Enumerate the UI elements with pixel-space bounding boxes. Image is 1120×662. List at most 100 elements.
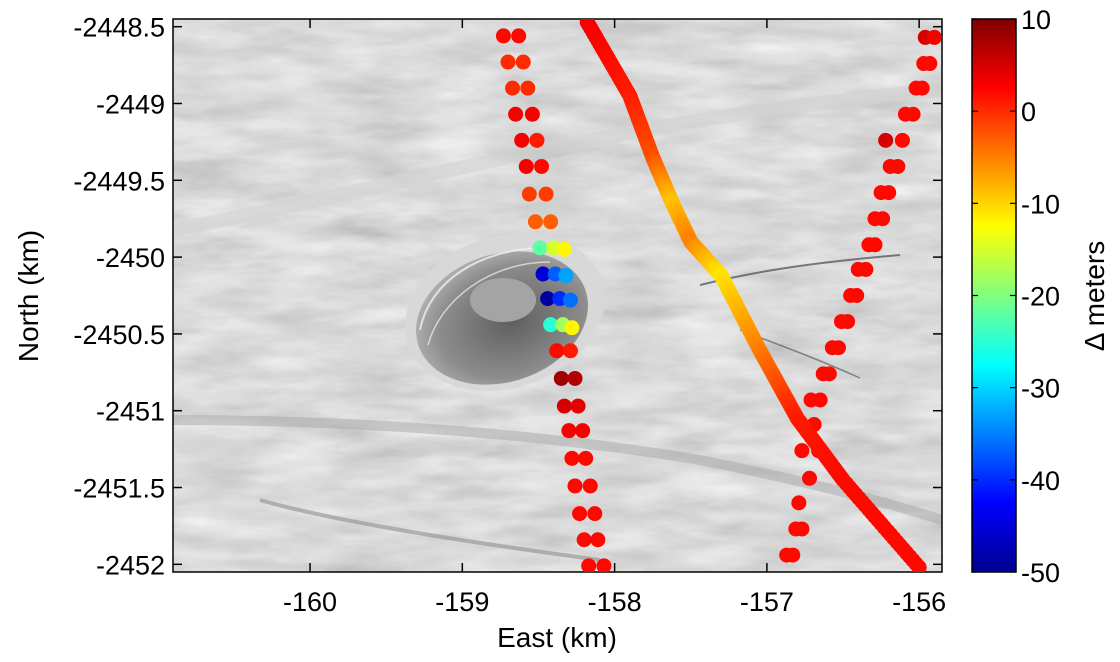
west-track-point <box>581 558 597 572</box>
west-track-point <box>529 132 545 148</box>
east-track-point <box>802 470 818 486</box>
west-track-point <box>500 54 516 70</box>
east-track-point <box>812 392 828 408</box>
colorbar-scale <box>971 18 1017 573</box>
flow-stripe <box>173 83 942 237</box>
west-track-point <box>562 292 578 308</box>
east-track-point <box>881 185 897 201</box>
west-track-point <box>570 398 586 414</box>
east-track-point <box>794 521 810 537</box>
west-track-point <box>578 450 594 466</box>
west-track-point <box>572 506 588 522</box>
west-track-point <box>518 158 534 174</box>
east-track-point <box>875 211 891 227</box>
colorbar-ticks: 10 0 -10 -20 -30 -40 -50 <box>972 5 1060 588</box>
east-track-point <box>926 29 942 45</box>
east-track-point <box>840 314 856 330</box>
west-track-point <box>562 343 578 359</box>
east-track-point <box>858 261 874 277</box>
colorbar-label: Δ meters <box>1079 241 1110 352</box>
x-axis-label: East (km) <box>497 622 617 653</box>
y-tick-label: -2449.5 <box>73 166 165 196</box>
colorbar-tick-label: -20 <box>1021 282 1060 312</box>
west-track-point <box>532 240 548 256</box>
flow-stripe <box>259 498 601 562</box>
west-track-point <box>535 266 551 282</box>
west-track-point <box>567 370 583 386</box>
west-track-point <box>505 80 521 96</box>
x-tick-label: -158 <box>588 587 642 617</box>
west-track-point <box>553 370 569 386</box>
west-track-point <box>514 132 530 148</box>
colorbar: 10 0 -10 -20 -30 -40 -50 Δ meters <box>971 5 1110 588</box>
west-track-point <box>576 532 592 548</box>
y-tick-label: -2452 <box>96 550 165 580</box>
east-track-point <box>905 106 921 122</box>
east-track-point <box>890 158 906 174</box>
east-track-point <box>914 80 930 96</box>
west-track-point <box>567 478 583 494</box>
basin-terraces <box>419 247 541 331</box>
west-track-point <box>524 106 540 122</box>
y-axis-label: North (km) <box>13 230 44 362</box>
x-tick-label: -156 <box>892 587 946 617</box>
west-track-point <box>582 478 598 494</box>
colorbar-tick-label: -50 <box>1021 558 1060 588</box>
x-tick-label: -157 <box>740 587 794 617</box>
x-tick-label: -160 <box>283 587 337 617</box>
y-tick-label: -2450 <box>96 243 165 273</box>
data-marks <box>495 19 942 572</box>
east-track-point <box>894 132 910 148</box>
y-tick-label: -2448.5 <box>73 13 165 43</box>
x-axis-ticks: -160 -159 -158 -157 -156 <box>283 19 946 617</box>
west-track-point <box>561 423 577 439</box>
west-track-point <box>543 317 559 333</box>
east-track-point <box>785 547 801 563</box>
west-track-point <box>511 28 527 44</box>
west-track-point <box>590 532 606 548</box>
west-track-point <box>521 186 537 202</box>
y-tick-label: -2450.5 <box>73 320 165 350</box>
west-track-point <box>540 291 556 307</box>
east-track-point <box>922 56 938 72</box>
east-track-point <box>849 288 865 303</box>
west-track-point <box>549 343 565 359</box>
west-track-point <box>596 558 612 572</box>
basin-terraces <box>427 261 551 346</box>
diagonal-track-point <box>911 559 927 572</box>
west-track-point <box>564 320 580 336</box>
west-track-point <box>508 106 524 122</box>
colorbar-tick-label: -30 <box>1021 374 1060 404</box>
west-track-point <box>538 186 554 202</box>
plot-frame <box>172 18 943 573</box>
colorbar-tick-label: 10 <box>1021 5 1051 35</box>
east-track-point <box>867 237 883 253</box>
east-track-point <box>830 340 846 356</box>
west-track-point <box>558 268 574 284</box>
colorbar-tick-label: -10 <box>1021 189 1060 219</box>
east-track-point <box>821 366 837 382</box>
west-track-point <box>534 158 550 174</box>
west-track-point <box>520 80 536 96</box>
east-track-point <box>878 132 894 148</box>
west-track-point <box>495 28 511 44</box>
basin-floor <box>470 278 536 322</box>
east-track-point <box>791 495 807 511</box>
x-tick-label: -159 <box>435 587 489 617</box>
west-track-point <box>575 423 591 439</box>
y-tick-label: -2451 <box>96 397 165 427</box>
west-track-point <box>564 450 580 466</box>
plot-area: -160 -159 -158 -157 -156 -2448.5 -2449 -2449.5… <box>73 13 946 617</box>
west-track-point <box>587 506 603 522</box>
west-track-point <box>527 214 543 230</box>
colorbar-tick-label: 0 <box>1021 97 1036 127</box>
west-track-point <box>515 54 531 70</box>
west-track-point <box>543 214 559 230</box>
y-tick-label: -2451.5 <box>73 474 165 504</box>
colorbar-tick-label: -40 <box>1021 466 1060 496</box>
y-axis-ticks: -2448.5 -2449 -2449.5 -2450 -2450.5 -2451 -245… <box>73 13 942 580</box>
east-track-point <box>794 443 810 459</box>
west-track-point <box>556 241 572 257</box>
y-tick-label: -2449 <box>96 89 165 119</box>
